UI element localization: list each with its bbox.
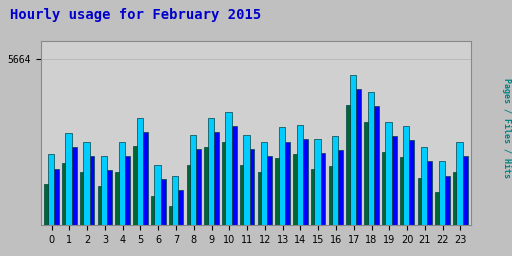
- Bar: [133, 146, 137, 256]
- Bar: [374, 106, 379, 256]
- Bar: [364, 122, 368, 256]
- Bar: [54, 168, 59, 256]
- Bar: [232, 126, 237, 256]
- Bar: [190, 135, 196, 256]
- Bar: [275, 158, 279, 256]
- Bar: [172, 176, 179, 256]
- Bar: [258, 172, 261, 256]
- Bar: [338, 150, 343, 256]
- Bar: [179, 190, 183, 256]
- Bar: [311, 168, 314, 256]
- Bar: [453, 172, 457, 256]
- Bar: [186, 165, 190, 256]
- Bar: [457, 142, 463, 256]
- Bar: [45, 184, 48, 256]
- Bar: [116, 172, 119, 256]
- Bar: [332, 136, 338, 256]
- Bar: [356, 89, 361, 256]
- Bar: [208, 118, 214, 256]
- Bar: [386, 122, 392, 256]
- Bar: [62, 163, 66, 256]
- Bar: [240, 165, 243, 256]
- Bar: [293, 154, 296, 256]
- Bar: [303, 139, 308, 256]
- Bar: [169, 206, 172, 256]
- Bar: [321, 153, 326, 256]
- Bar: [400, 156, 403, 256]
- Bar: [421, 147, 427, 256]
- Bar: [196, 149, 201, 256]
- Bar: [410, 140, 414, 256]
- Bar: [98, 186, 101, 256]
- Bar: [143, 132, 148, 256]
- Bar: [151, 196, 154, 256]
- Bar: [204, 147, 208, 256]
- Bar: [279, 127, 285, 256]
- Bar: [72, 147, 77, 256]
- Bar: [222, 142, 225, 256]
- Bar: [249, 149, 254, 256]
- Bar: [347, 105, 350, 256]
- Bar: [296, 125, 303, 256]
- Bar: [108, 170, 112, 256]
- Bar: [439, 162, 445, 256]
- Bar: [382, 152, 386, 256]
- Bar: [285, 142, 290, 256]
- Bar: [350, 75, 356, 256]
- Bar: [392, 136, 396, 256]
- Bar: [418, 178, 421, 256]
- Bar: [48, 154, 54, 256]
- Bar: [119, 142, 125, 256]
- Bar: [463, 156, 467, 256]
- Text: Pages / Files / Hits: Pages / Files / Hits: [502, 78, 511, 178]
- Text: Hourly usage for February 2015: Hourly usage for February 2015: [10, 8, 262, 22]
- Bar: [314, 139, 321, 256]
- Bar: [125, 156, 130, 256]
- Bar: [161, 179, 165, 256]
- Bar: [83, 142, 90, 256]
- Bar: [243, 135, 249, 256]
- Bar: [329, 166, 332, 256]
- Bar: [427, 162, 432, 256]
- Bar: [261, 142, 267, 256]
- Bar: [225, 112, 232, 256]
- Bar: [267, 156, 272, 256]
- Bar: [137, 118, 143, 256]
- Bar: [154, 165, 161, 256]
- Bar: [80, 172, 83, 256]
- Bar: [368, 92, 374, 256]
- Bar: [101, 156, 108, 256]
- Bar: [445, 176, 450, 256]
- Bar: [435, 192, 439, 256]
- Bar: [214, 132, 219, 256]
- Bar: [66, 133, 72, 256]
- Bar: [403, 126, 410, 256]
- Bar: [90, 156, 94, 256]
